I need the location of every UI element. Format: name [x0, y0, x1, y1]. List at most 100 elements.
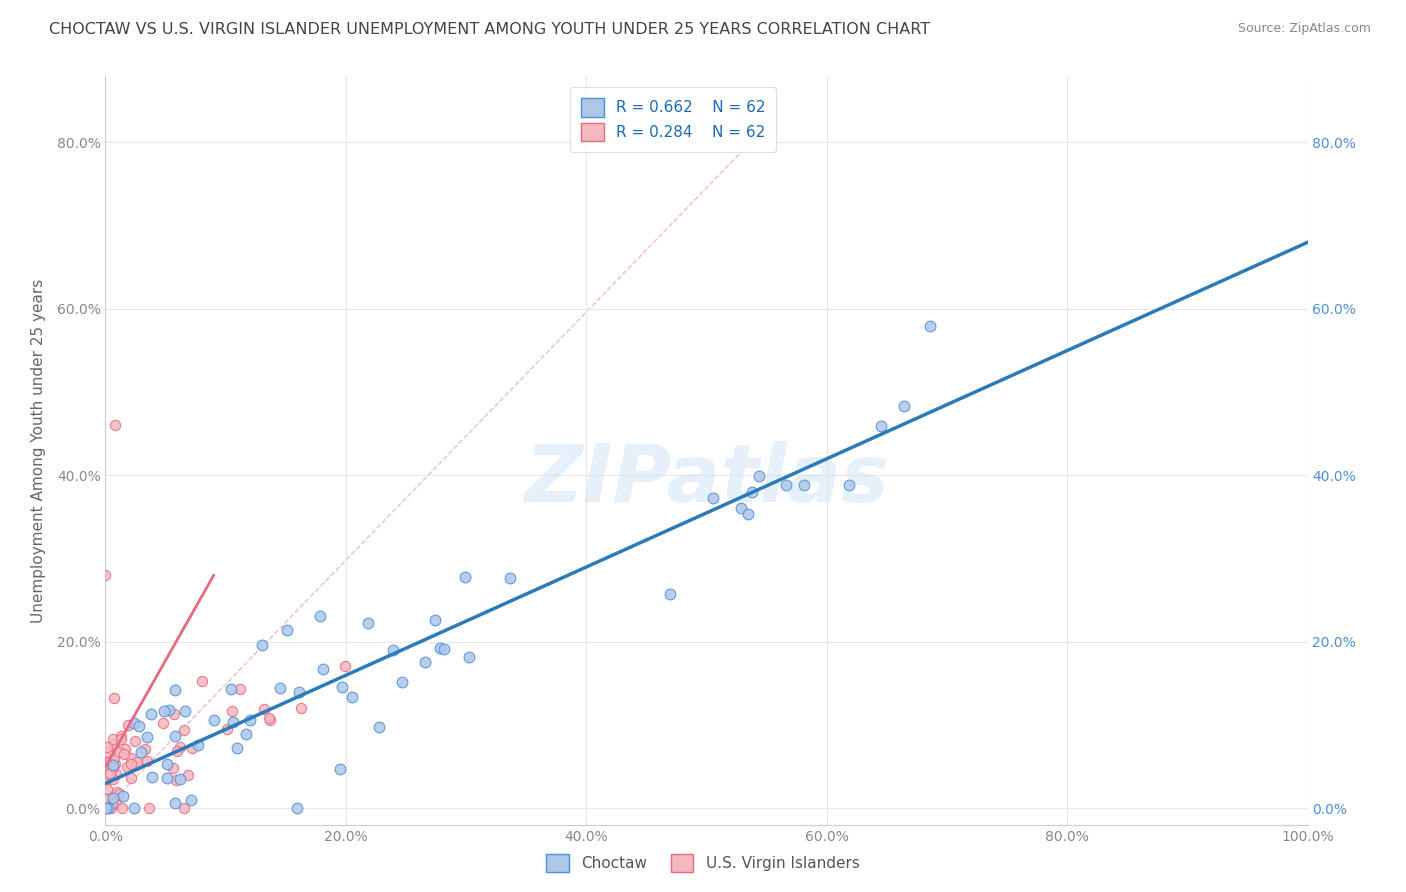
Point — [163, 729, 186, 743]
Point — [166, 744, 188, 758]
Point — [357, 616, 380, 631]
Point — [152, 716, 174, 731]
Point — [217, 723, 239, 737]
Point — [259, 711, 281, 725]
Point — [368, 720, 391, 734]
Point — [413, 656, 436, 670]
Point — [136, 754, 159, 768]
Point — [202, 713, 225, 727]
Point — [177, 768, 200, 782]
Point — [134, 742, 156, 756]
Point — [96, 745, 118, 759]
Point — [96, 740, 118, 755]
Point — [748, 468, 770, 483]
Point — [117, 718, 139, 732]
Legend: R = 0.662    N = 62, R = 0.284    N = 62: R = 0.662 N = 62, R = 0.284 N = 62 — [569, 87, 776, 152]
Text: Source: ZipAtlas.com: Source: ZipAtlas.com — [1237, 22, 1371, 36]
Point — [162, 761, 184, 775]
Point — [239, 713, 262, 727]
Point — [104, 418, 127, 433]
Point — [98, 753, 121, 767]
Point — [94, 756, 117, 771]
Point — [115, 759, 138, 773]
Point — [187, 738, 209, 752]
Point — [110, 730, 132, 744]
Point — [101, 772, 124, 787]
Point — [129, 745, 152, 759]
Point — [312, 662, 335, 676]
Point — [103, 737, 125, 751]
Point — [228, 681, 250, 696]
Point — [276, 623, 298, 637]
Point — [920, 318, 942, 333]
Point — [114, 742, 136, 756]
Point — [105, 785, 128, 799]
Point — [105, 767, 128, 781]
Point — [309, 609, 332, 624]
Point — [105, 795, 128, 809]
Point — [658, 587, 681, 601]
Point — [120, 751, 142, 765]
Point — [101, 731, 124, 746]
Point — [124, 733, 146, 747]
Point — [120, 757, 142, 772]
Point — [454, 570, 477, 584]
Point — [101, 790, 124, 805]
Point — [97, 801, 120, 815]
Point — [333, 659, 356, 673]
Point — [259, 713, 281, 727]
Point — [156, 771, 179, 785]
Point — [330, 680, 353, 694]
Point — [219, 682, 242, 697]
Point — [429, 640, 451, 655]
Point — [869, 419, 891, 434]
Point — [793, 477, 815, 491]
Point — [114, 747, 136, 761]
Y-axis label: Unemployment Among Youth under 25 years: Unemployment Among Youth under 25 years — [31, 278, 45, 623]
Point — [163, 683, 186, 698]
Point — [94, 760, 117, 774]
Point — [107, 745, 129, 759]
Point — [181, 740, 204, 755]
Point — [96, 801, 118, 815]
Point — [125, 757, 148, 772]
Point — [235, 727, 257, 741]
Point — [111, 801, 134, 815]
Point — [269, 681, 291, 695]
Point — [287, 685, 309, 699]
Point — [499, 571, 522, 585]
Text: ZIPatlas: ZIPatlas — [524, 442, 889, 519]
Point — [98, 766, 121, 780]
Point — [156, 757, 179, 772]
Point — [94, 568, 117, 582]
Point — [737, 507, 759, 521]
Point — [169, 772, 191, 787]
Point — [96, 782, 118, 797]
Point — [110, 732, 132, 747]
Point — [141, 770, 163, 784]
Point — [96, 791, 118, 805]
Point — [112, 789, 135, 804]
Point — [97, 801, 120, 815]
Point — [103, 751, 125, 765]
Point — [893, 399, 915, 413]
Point — [136, 730, 159, 744]
Point — [290, 701, 312, 715]
Point — [127, 755, 149, 769]
Point — [165, 772, 187, 787]
Point — [191, 674, 214, 689]
Point — [104, 757, 127, 772]
Point — [702, 491, 724, 506]
Point — [173, 801, 195, 815]
Point — [741, 485, 763, 500]
Point — [340, 690, 363, 704]
Point — [252, 638, 274, 652]
Text: CHOCTAW VS U.S. VIRGIN ISLANDER UNEMPLOYMENT AMONG YOUTH UNDER 25 YEARS CORRELAT: CHOCTAW VS U.S. VIRGIN ISLANDER UNEMPLOY… — [49, 22, 931, 37]
Point — [165, 796, 187, 810]
Point — [381, 642, 404, 657]
Point — [775, 477, 797, 491]
Point — [108, 787, 131, 801]
Point — [285, 801, 308, 815]
Point — [221, 704, 243, 718]
Point — [157, 703, 180, 717]
